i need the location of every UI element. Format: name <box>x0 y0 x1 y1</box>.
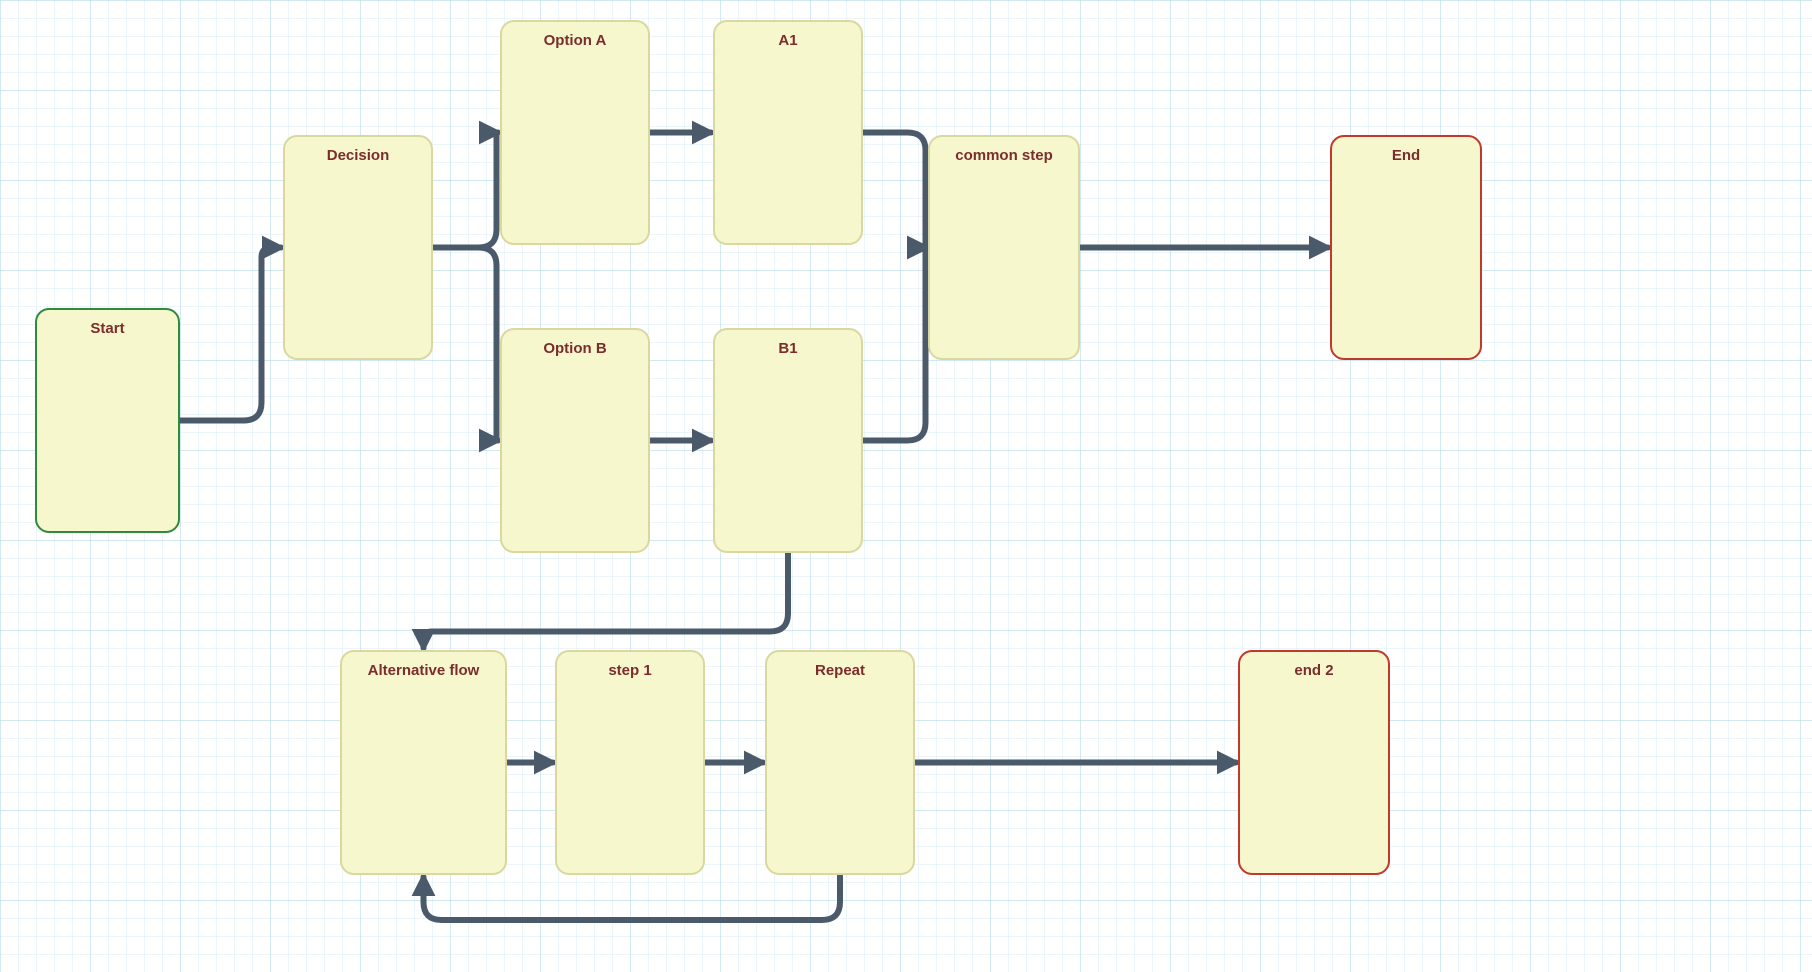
node-label: Option B <box>502 340 648 357</box>
node-label: B1 <box>715 340 861 357</box>
node-label: step 1 <box>557 662 703 679</box>
node-start[interactable]: Start <box>35 308 180 533</box>
node-label: common step <box>930 147 1078 164</box>
node-label: Start <box>37 320 178 337</box>
node-optA[interactable]: Option A <box>500 20 650 245</box>
node-common[interactable]: common step <box>928 135 1080 360</box>
node-b1[interactable]: B1 <box>713 328 863 553</box>
node-optB[interactable]: Option B <box>500 328 650 553</box>
node-label: Repeat <box>767 662 913 679</box>
node-altflow[interactable]: Alternative flow <box>340 650 507 875</box>
node-a1[interactable]: A1 <box>713 20 863 245</box>
node-label: Alternative flow <box>342 662 505 679</box>
node-label: end 2 <box>1240 662 1388 679</box>
node-decision[interactable]: Decision <box>283 135 433 360</box>
node-label: A1 <box>715 32 861 49</box>
node-label: Option A <box>502 32 648 49</box>
node-step1[interactable]: step 1 <box>555 650 705 875</box>
node-repeat[interactable]: Repeat <box>765 650 915 875</box>
node-end[interactable]: End <box>1330 135 1482 360</box>
node-label: Decision <box>285 147 431 164</box>
diagram-canvas[interactable]: Start Decision Option A A1 Option B B1 common … <box>0 0 1812 972</box>
node-label: End <box>1332 147 1480 164</box>
node-end2[interactable]: end 2 <box>1238 650 1390 875</box>
